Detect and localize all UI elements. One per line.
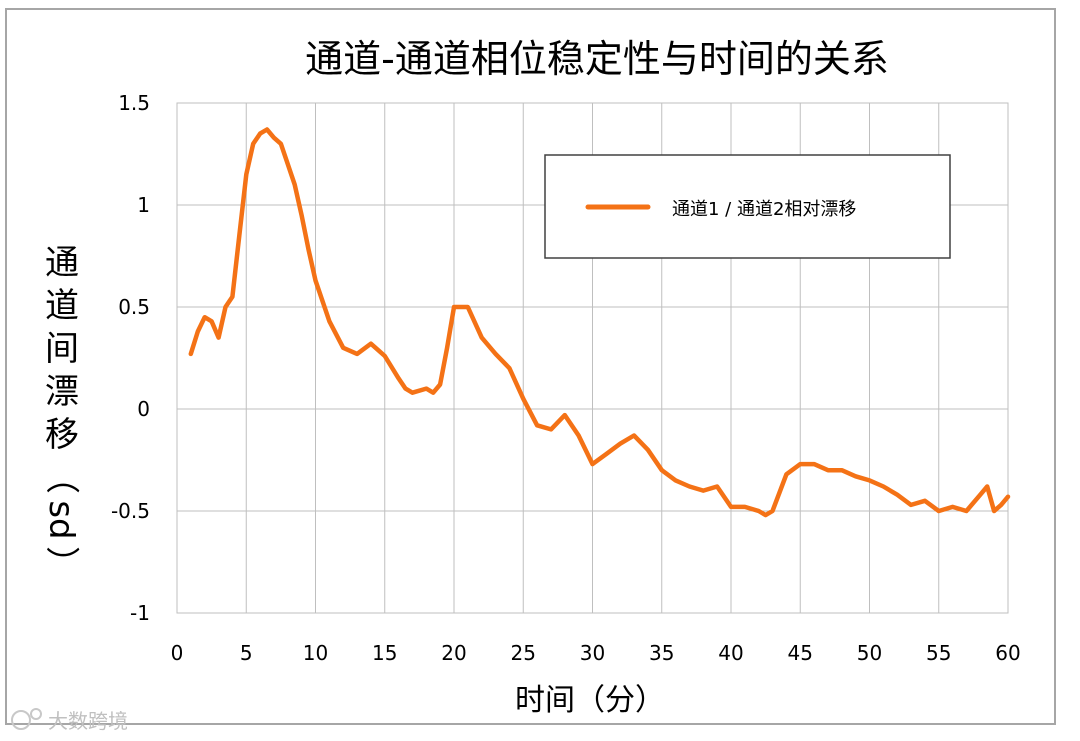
x-tick-label: 15 [372,641,397,665]
y-axis-label-char: 移 [45,415,79,455]
x-tick-label: 55 [926,641,951,665]
plot-area [176,102,1009,614]
watermark-logo-icon [11,710,31,730]
y-tick-label: 1 [137,193,150,217]
y-tick-label: -1 [130,601,150,625]
y-axis-label-char: 通 [45,243,79,283]
x-tick-label: 35 [649,641,674,665]
x-tick-label: 50 [857,641,882,665]
x-tick-label: 5 [240,641,253,665]
y-tick-label: 0.5 [118,295,150,319]
y-axis-ticks: 1.5 1 0.5 0 -0.5 -1 [111,91,150,625]
y-axis-label-char: 漂 [45,372,79,412]
x-tick-label: 20 [441,641,466,665]
x-axis-label: 时间（分） [515,683,665,718]
chart-title: 通道-通道相位稳定性与时间的关系 [305,37,889,81]
y-axis-label-char: 道 [45,286,79,326]
y-axis-label-char: ） [41,546,81,580]
watermark-logo-dot-icon [30,708,42,720]
y-tick-label: -0.5 [111,499,150,523]
series-layer [188,127,1011,518]
x-tick-label: 40 [718,641,743,665]
x-tick-label: 45 [788,641,813,665]
y-tick-label: 1.5 [118,91,150,115]
x-axis-ticks: 0 5 10 15 20 25 30 35 40 45 50 55 60 [171,641,1021,665]
watermark-text: 大数跨境 [48,709,128,733]
legend: 通道1 / 通道2相对漂移 [544,154,951,259]
watermark: 大数跨境 [11,708,128,733]
y-axis-label-char: 间 [45,329,79,369]
y-axis-label-char: （ [41,460,81,494]
series-line-0 [188,127,1011,518]
y-tick-label: 0 [137,397,150,421]
x-tick-label: 25 [511,641,536,665]
legend-label: 通道1 / 通道2相对漂移 [672,199,856,220]
x-tick-label: 30 [580,641,605,665]
x-tick-label: 60 [995,641,1020,665]
y-axis-label-char: sd [41,500,81,539]
x-tick-label: 0 [171,641,184,665]
chart-border [5,8,1056,725]
x-tick-label: 10 [303,641,328,665]
